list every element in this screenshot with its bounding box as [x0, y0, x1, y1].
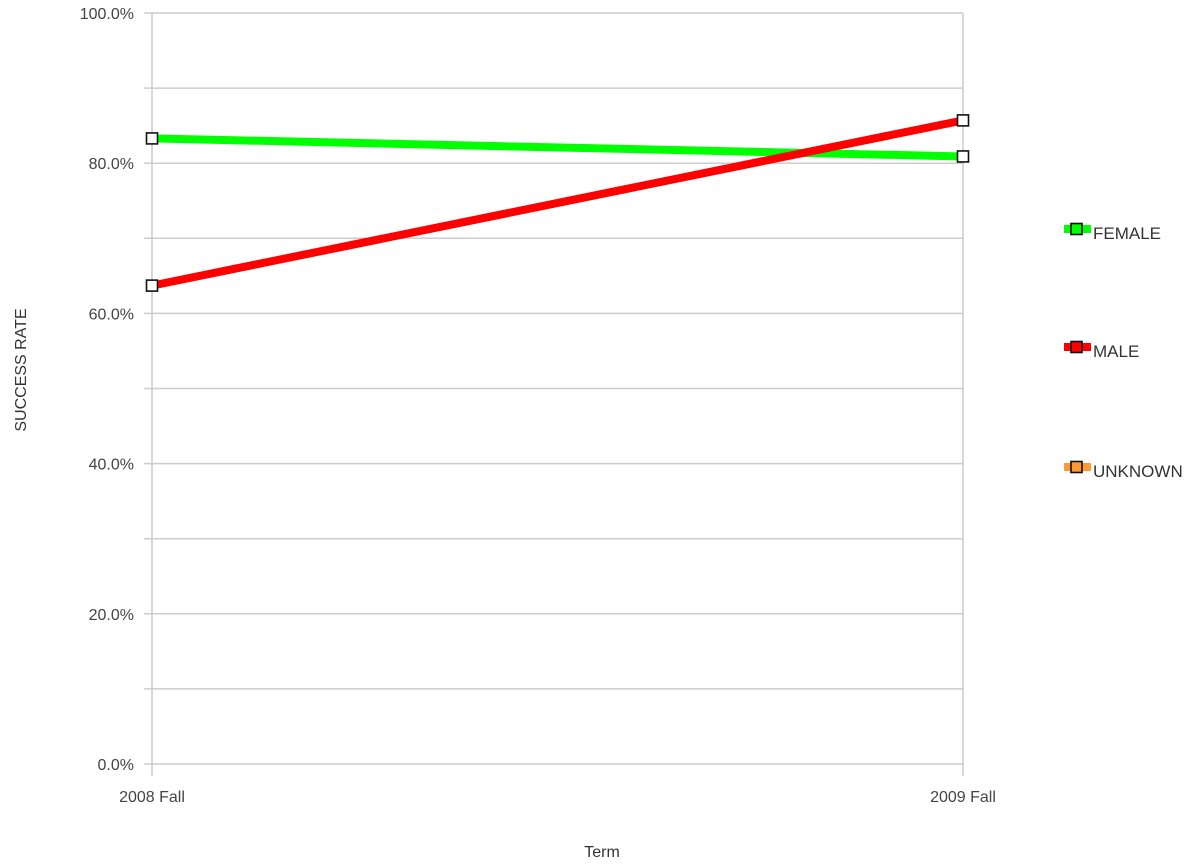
- legend-swatch-marker-female: [1070, 222, 1083, 236]
- data-point-female: [145, 132, 159, 145]
- y-axis-title: SUCCESS RATE: [13, 308, 30, 431]
- legend-label-unknown: UNKNOWN: [1093, 462, 1183, 481]
- data-point-female: [956, 150, 970, 163]
- series-line-male: [151, 116, 964, 290]
- data-point-male: [145, 279, 159, 292]
- series-line-female: [151, 134, 964, 161]
- x-tick-label: 2008 Fall: [119, 789, 185, 806]
- y-tick-label: 40.0%: [89, 457, 134, 474]
- y-tick-label: 0.0%: [98, 757, 134, 774]
- legend-label-female: FEMALE: [1093, 224, 1161, 243]
- x-tick-label: 2009 Fall: [930, 789, 996, 806]
- axes: 0.0% 20.0% 40.0% 60.0% 80.0% 100.0% 2008 Fall 2…: [80, 6, 996, 806]
- y-tick-label: 80.0%: [89, 156, 134, 173]
- y-tick-label: 60.0%: [89, 306, 134, 323]
- y-tick-label: 100.0%: [80, 6, 134, 23]
- legend-label-male: MALE: [1093, 342, 1139, 361]
- x-axis-title: Term: [584, 844, 620, 861]
- series-lines: [145, 114, 970, 292]
- data-point-male: [956, 114, 970, 127]
- legend: FEMALE MALE UNKNOWN: [1064, 222, 1183, 481]
- legend-swatch-marker-unknown: [1070, 460, 1083, 474]
- legend-swatch-marker-male: [1070, 340, 1083, 354]
- y-tick-label: 20.0%: [89, 607, 134, 624]
- gridlines: [151, 12, 964, 776]
